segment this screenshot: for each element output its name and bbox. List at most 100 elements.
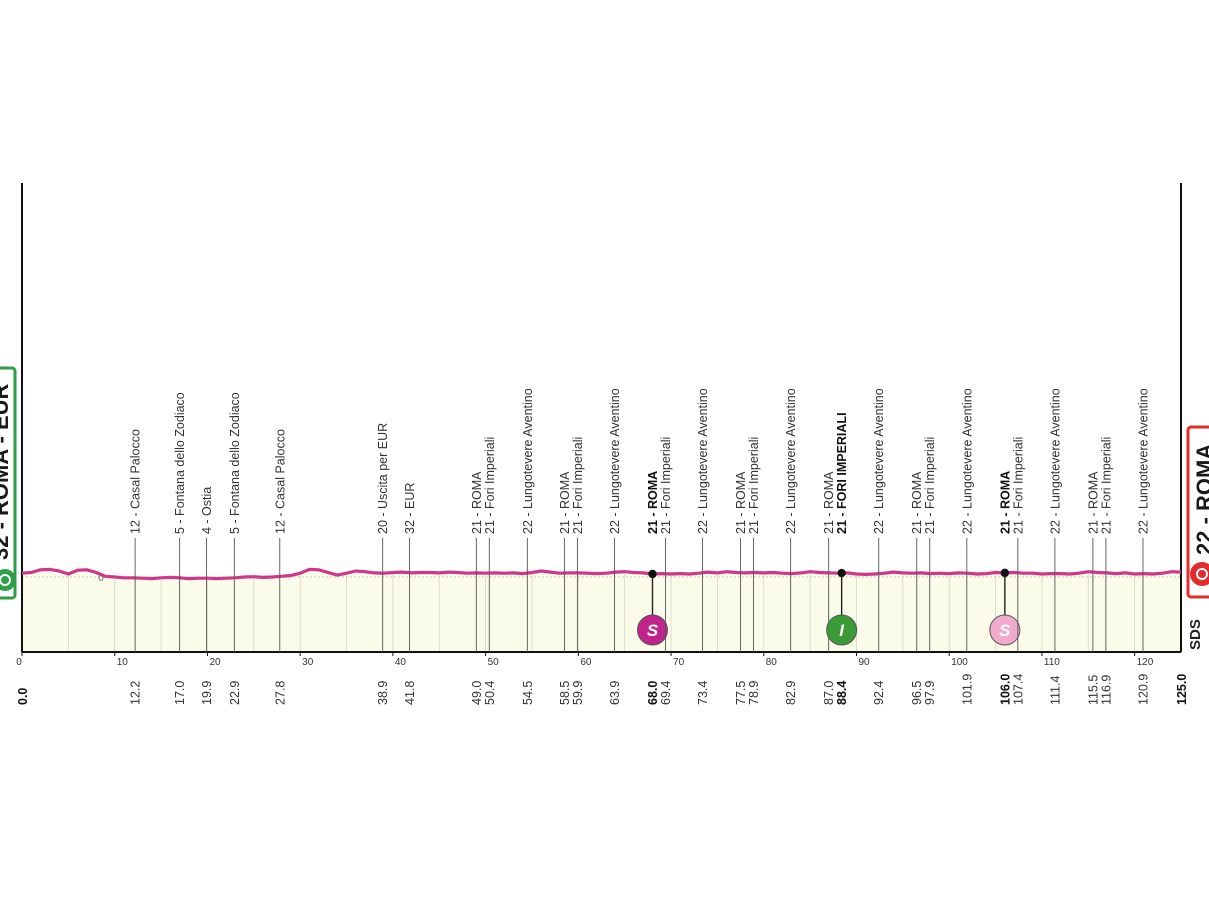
waypoint-label: 20 - Uscita per EUR: [376, 423, 390, 534]
waypoint-label: 21 - ROMA: [822, 471, 836, 534]
waypoint-label: 4 - Ostia: [200, 487, 214, 534]
waypoint-label: 21 - Fori Imperiali: [571, 437, 585, 534]
x-tick-label: 30: [302, 657, 314, 668]
km-label: 73.4: [696, 681, 710, 705]
waypoint-label: 22 - Lungotevere Aventino: [872, 388, 886, 534]
waypoint-label: 21 - Fori Imperiali: [747, 437, 761, 534]
km-label: 116.9: [1099, 675, 1113, 705]
waypoint-label: 32 - EUR: [403, 483, 417, 534]
waypoint-label: 21 - ROMA: [558, 471, 572, 534]
x-tick-label: 60: [580, 657, 592, 668]
waypoint-label: 21 - ROMA: [998, 471, 1012, 534]
km-label: 41.8: [403, 681, 417, 705]
km-label: 96.5: [910, 681, 924, 705]
waypoint-label: 21 - Fori Imperiali: [1011, 437, 1025, 534]
x-tick-label: 50: [488, 657, 500, 668]
km-label: 92.4: [872, 681, 886, 705]
km-label: 58.5: [558, 681, 572, 705]
marker-dot: [1000, 568, 1010, 578]
waypoint-label: 22 - Lungotevere Aventino: [521, 388, 535, 534]
km-label: 101.9: [960, 674, 974, 705]
sprint-marker-letter: I: [839, 621, 845, 640]
waypoint-label: 5 - Fontana dello Zodiaco: [173, 392, 187, 534]
waypoint-label: 12 - Casal Palocco: [129, 429, 143, 534]
km-label: 106.0: [998, 674, 1012, 705]
km-label: 111.4: [1048, 676, 1062, 705]
elevation-marker: 0: [98, 573, 104, 584]
waypoint-label: 21 - ROMA: [646, 471, 660, 534]
finish-icon: [1190, 562, 1209, 586]
km-label: 87.0: [822, 681, 836, 705]
finish-icon-ring: [1196, 568, 1208, 580]
marker-dot: [648, 569, 657, 579]
waypoint-label: 22 - Lungotevere Aventino: [1136, 388, 1150, 534]
x-tick-label: 120: [1137, 657, 1154, 668]
start-label: 32 - ROMA - EUR: [0, 383, 13, 560]
km-label: 19.9: [200, 681, 214, 705]
waypoint-label: 21 - FORI IMPERIALI: [835, 412, 849, 534]
km-label: 115.5: [1086, 675, 1100, 705]
sponsor-logo: SDS: [1187, 619, 1204, 650]
km-label: 54.5: [521, 681, 535, 705]
x-tick-label: 110: [1044, 657, 1060, 668]
axis-ticks: 0 10 20 30 40 50 60 70 80 90 100 110 120: [16, 652, 1154, 668]
waypoint-label: 22 - Lungotevere Aventino: [1048, 388, 1062, 534]
km-label: 38.9: [376, 681, 390, 705]
marker-dot: [837, 568, 846, 578]
waypoint-label: 22 - Lungotevere Aventino: [608, 388, 622, 534]
km-labels: 12.2 17.0 19.9 22.9 27.8 38.9 41.8 49.050.4 54.5…: [16, 674, 1189, 705]
finish-label: 22 - ROMA: [1192, 444, 1209, 555]
sprint-marker-badge: [989, 614, 1021, 646]
km-label: 69.4: [659, 681, 673, 705]
waypoint-label: 21 - Fori Imperiali: [1099, 437, 1113, 534]
km-label: 97.9: [923, 681, 937, 705]
km-label: 12.2: [129, 681, 143, 705]
profile-area: [22, 569, 1181, 652]
waypoint-label: 21 - ROMA: [734, 471, 748, 534]
sprint-marker-letter: S: [999, 621, 1011, 640]
waypoint-label: 22 - Lungotevere Aventino: [696, 388, 710, 534]
waypoint-label: 21 - Fori Imperiali: [923, 437, 937, 534]
km-label: 77.5: [734, 681, 748, 705]
x-tick-label: 40: [395, 657, 407, 668]
x-tick-label: 80: [766, 657, 778, 668]
profile-line: [21, 567, 1182, 581]
start-km-label: 0.0: [16, 688, 30, 705]
waypoint-label: 21 - ROMA: [1086, 471, 1100, 534]
waypoint-label: 22 - Lungotevere Aventino: [784, 388, 798, 534]
x-tick-label: 10: [117, 657, 129, 668]
km-label: 120.9: [1136, 674, 1150, 705]
waypoint-label: 21 - ROMA: [910, 471, 924, 534]
km-label: 59.9: [571, 681, 585, 705]
waypoint-label: 12 - Casal Palocco: [273, 429, 287, 534]
km-label: 49.0: [470, 681, 484, 705]
km-label: 107.4: [1011, 674, 1025, 705]
km-label: 27.8: [273, 681, 287, 705]
start-finish-layer: 32 - ROMA - EUR 22 - ROMA SDS: [0, 366, 1209, 650]
km-label: 17.0: [173, 681, 187, 705]
sprint-marker-badge: [636, 614, 668, 646]
km-label: 68.0: [646, 681, 660, 705]
waypoint-label: 21 - Fori Imperiali: [483, 437, 497, 534]
sprint-marker-badge: [826, 614, 858, 646]
km-label: 88.4: [835, 681, 849, 705]
start-box: [0, 366, 17, 600]
x-tick-label: 100: [951, 657, 968, 668]
chart-base: 0: [21, 183, 1182, 653]
x-tick-label: 70: [673, 657, 685, 668]
km-label: 78.9: [747, 681, 761, 705]
waypoint-label: 5 - Fontana dello Zodiaco: [228, 392, 242, 534]
waypoint-layer: 12 - Casal Palocco 5 - Fontana dello Zodi…: [129, 388, 1150, 652]
sprint-marker-letter: S: [647, 621, 659, 640]
waypoint-label: 22 - Lungotevere Aventino: [960, 388, 974, 534]
waypoint-label: 21 - ROMA: [470, 471, 484, 534]
km-label: 22.9: [228, 681, 242, 705]
km-label: 63.9: [608, 681, 622, 705]
x-tick-label: 90: [858, 657, 870, 668]
x-tick-label: 0: [16, 657, 22, 668]
x-tick-label: 20: [209, 657, 221, 668]
finish-km-label: 125.0: [1175, 674, 1189, 705]
finish-box: [1186, 425, 1209, 599]
